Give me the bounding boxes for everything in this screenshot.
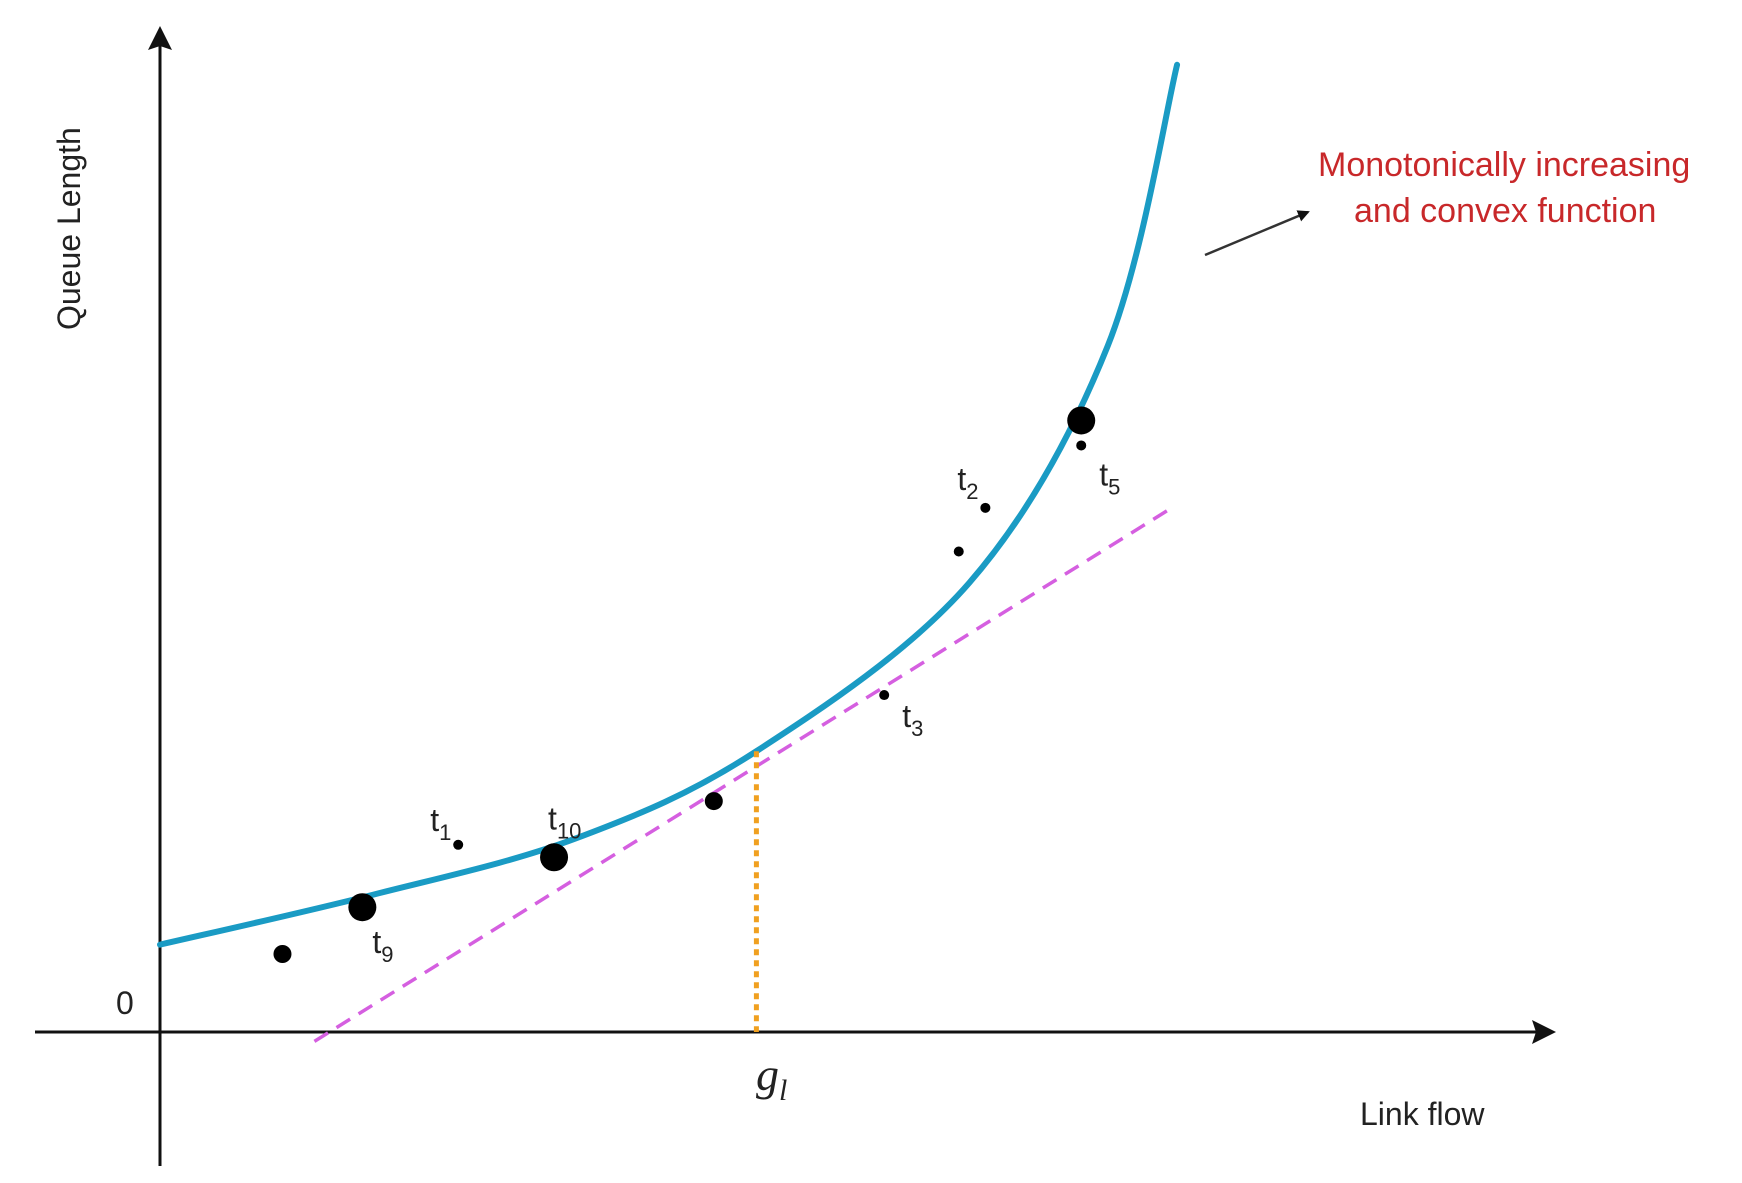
data-point	[540, 843, 569, 872]
data-point	[1067, 406, 1096, 435]
gl-tick-main: g	[756, 1049, 779, 1100]
data-point	[273, 945, 292, 963]
data-point	[879, 690, 890, 701]
data-point	[980, 502, 991, 513]
gl-tick-label: gl	[756, 1049, 787, 1107]
point-label: t1	[430, 802, 451, 845]
point-label-sub: 1	[439, 820, 451, 845]
point-label-main: t	[372, 924, 381, 960]
point-label-main: t	[430, 802, 439, 838]
point-label: t2	[957, 461, 978, 504]
point-label-main: t	[902, 698, 911, 734]
x-axis-label: Link flow	[1360, 1096, 1485, 1132]
y-axis-label: Queue Length	[51, 127, 87, 330]
gl-tick-sub: l	[779, 1074, 787, 1107]
point-label-sub: 3	[911, 716, 923, 741]
point-label-main: t	[1099, 456, 1108, 492]
point-label-sub: 10	[557, 818, 581, 843]
point-label: t3	[902, 698, 923, 741]
point-label: t9	[372, 924, 393, 967]
point-label-main: t	[548, 800, 557, 836]
annotation-arrow	[1204, 210, 1310, 257]
x-axis-arrowhead	[1532, 1020, 1556, 1044]
point-label-main: t	[957, 461, 966, 497]
convex-curve	[157, 61, 1181, 948]
annotation-line-2: and convex function	[1354, 192, 1656, 230]
data-point	[953, 546, 964, 557]
annotation-line-1: Monotonically increasing	[1318, 146, 1690, 184]
point-label: t10	[548, 800, 581, 843]
data-point	[453, 839, 464, 850]
tangent-line	[313, 506, 1173, 1043]
data-point	[704, 792, 723, 811]
point-label-sub: 5	[1108, 474, 1120, 499]
data-point	[348, 893, 377, 922]
point-label-sub: 9	[381, 942, 393, 967]
point-label: t5	[1099, 456, 1120, 499]
data-point	[1076, 440, 1087, 451]
point-label-sub: 2	[966, 479, 978, 504]
y-axis-arrowhead	[148, 26, 172, 50]
origin-label: 0	[116, 985, 134, 1021]
plot-lines	[157, 61, 1181, 1043]
